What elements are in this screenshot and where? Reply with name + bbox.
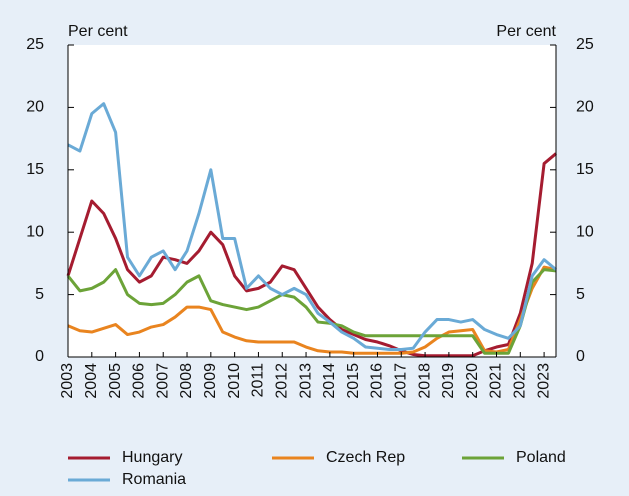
series-line — [66, 268, 557, 355]
series-line — [67, 102, 557, 352]
x-tick-label: 2016 — [369, 363, 386, 399]
y-axis-label: Per cent — [68, 23, 128, 40]
plot-area — [68, 45, 556, 357]
legend-label: Czech Rep — [326, 449, 405, 466]
x-tick-label: 2006 — [131, 363, 148, 399]
legend-label: Poland — [516, 449, 566, 466]
x-tick-label: 2015 — [345, 363, 362, 399]
y2-tick-label: 10 — [576, 223, 594, 240]
x-tick-label: 2010 — [226, 363, 243, 399]
y-tick-label: 15 — [26, 161, 44, 178]
y2-tick-label: 20 — [576, 99, 594, 116]
legend-label: Hungary — [122, 449, 182, 466]
series-line — [67, 265, 557, 355]
x-tick-label: 2005 — [107, 363, 124, 399]
x-tick-label: 2020 — [464, 363, 481, 399]
x-tick-label: 2007 — [154, 363, 171, 399]
series-line — [66, 152, 557, 358]
x-tick-label: 2019 — [440, 363, 457, 399]
x-tick-label: 2012 — [273, 363, 290, 399]
y2-axis-label: Per cent — [496, 23, 556, 40]
y-tick-label: 20 — [26, 99, 44, 116]
y2-tick-label: 0 — [576, 348, 585, 365]
x-tick-label: 2017 — [392, 363, 409, 399]
y2-tick-label: 15 — [576, 161, 594, 178]
x-tick-label: 2013 — [297, 363, 314, 399]
x-tick-label: 2009 — [202, 363, 219, 399]
y-tick-label: 25 — [26, 36, 44, 53]
x-tick-label: 2014 — [321, 363, 338, 399]
x-tick-label: 2008 — [178, 363, 195, 399]
x-tick-label: 2011 — [250, 363, 267, 398]
y-tick-label: 0 — [35, 348, 44, 365]
x-tick-label: 2022 — [512, 363, 529, 399]
x-tick-label: 2004 — [83, 363, 100, 399]
x-tick-label: 2021 — [488, 363, 505, 399]
x-tick-label: 2003 — [59, 363, 76, 399]
x-tick-label: 2018 — [416, 363, 433, 399]
x-tick-label: 2023 — [535, 363, 552, 399]
y-tick-label: 5 — [35, 286, 44, 303]
y2-tick-label: 25 — [576, 36, 594, 53]
legend-label: Romania — [122, 471, 186, 488]
y2-tick-label: 5 — [576, 286, 585, 303]
y-tick-label: 10 — [26, 223, 44, 240]
